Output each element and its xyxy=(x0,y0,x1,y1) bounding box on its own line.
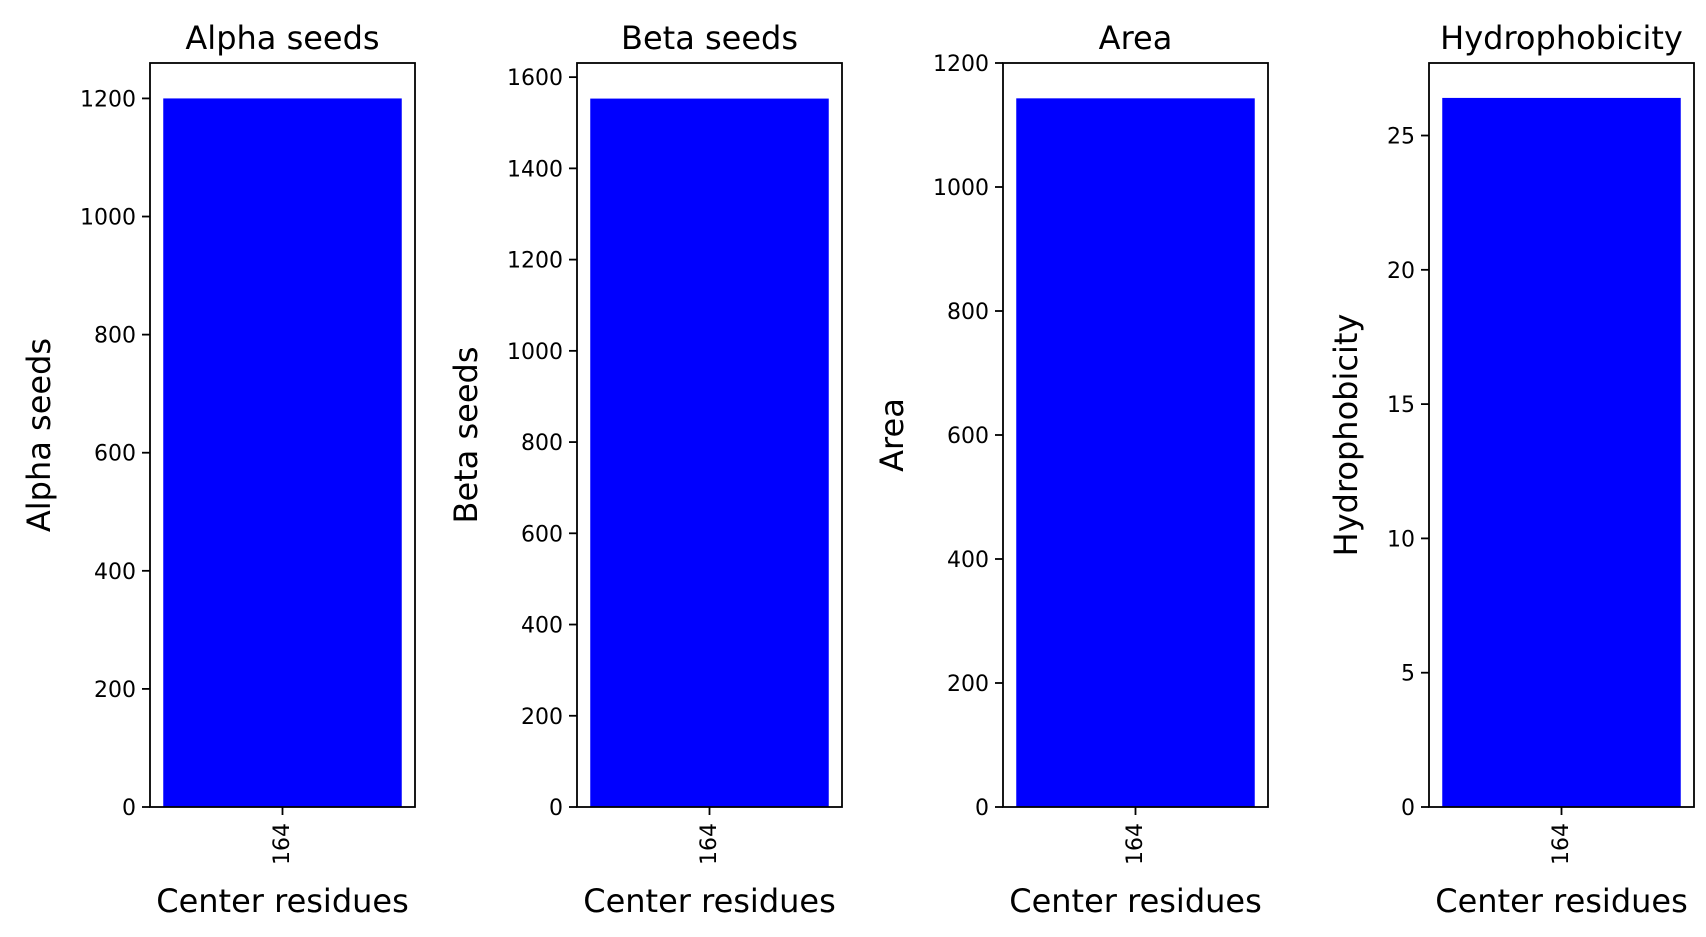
x-axis-label: Center residues xyxy=(1009,882,1262,920)
subplot-2: 0 200 400 600 800 1000 1200 1400 1600 164 Beta see… xyxy=(447,19,843,920)
y-tick-label: 1000 xyxy=(80,206,136,231)
y-tick-label: 800 xyxy=(521,431,563,456)
subplot-title: Alpha seeds xyxy=(185,19,379,57)
bar xyxy=(163,98,402,807)
y-tick-label: 200 xyxy=(947,672,989,697)
y-tick-label: 0 xyxy=(122,796,136,821)
y-tick-label: 400 xyxy=(947,548,989,573)
bar xyxy=(1016,98,1255,808)
y-tick-label: 10 xyxy=(1387,527,1415,552)
subplot-1: 0 200 400 600 800 1000 1200 164 Alpha seeds Cente… xyxy=(20,19,416,920)
y-tick-label: 1200 xyxy=(507,249,563,274)
y-tick-label: 600 xyxy=(947,424,989,449)
x-tick-label: 164 xyxy=(270,823,295,865)
y-tick-label: 1200 xyxy=(80,87,136,112)
y-tick-label: 1000 xyxy=(933,176,989,201)
subplot-title: Hydrophobicity xyxy=(1440,19,1683,57)
y-axis-label: Alpha seeds xyxy=(20,338,58,532)
subplot-4: 0 5 10 15 20 25 164 Hydrophobicity Center residu… xyxy=(1327,19,1695,920)
subplot-title: Beta seeds xyxy=(621,19,798,57)
y-tick-label: 5 xyxy=(1401,662,1415,687)
y-tick-label: 20 xyxy=(1387,259,1415,284)
y-tick-label: 1400 xyxy=(507,157,563,182)
y-axis-label: Beta seeds xyxy=(447,347,485,524)
y-tick-label: 0 xyxy=(975,796,989,821)
x-tick-label: 164 xyxy=(697,823,722,865)
y-tick-label: 1600 xyxy=(507,66,563,91)
y-tick-label: 15 xyxy=(1387,393,1415,418)
y-tick-label: 1200 xyxy=(933,52,989,77)
y-tick-label: 200 xyxy=(94,678,136,703)
y-tick-label: 25 xyxy=(1387,125,1415,150)
y-tick-label: 600 xyxy=(94,442,136,467)
y-tick-label: 400 xyxy=(521,614,563,639)
bar xyxy=(1442,97,1681,807)
y-tick-label: 0 xyxy=(1401,796,1415,821)
y-tick-label: 1000 xyxy=(507,340,563,365)
x-tick-label: 164 xyxy=(1549,823,1574,865)
y-axis-label: Hydrophobicity xyxy=(1327,314,1365,557)
bar xyxy=(590,98,829,807)
x-axis-label: Center residues xyxy=(1435,882,1688,920)
y-tick-label: 800 xyxy=(947,300,989,325)
x-tick-label: 164 xyxy=(1123,823,1148,865)
y-tick-label: 400 xyxy=(94,560,136,585)
subplot-title: Area xyxy=(1099,19,1173,57)
y-axis-label: Area xyxy=(873,398,911,472)
y-tick-label: 0 xyxy=(549,796,563,821)
x-axis-label: Center residues xyxy=(583,882,836,920)
subplot-3: 0 200 400 600 800 1000 1200 164 Area Center resid… xyxy=(873,19,1269,920)
y-tick-label: 200 xyxy=(521,705,563,730)
y-tick-label: 600 xyxy=(521,522,563,547)
x-axis-label: Center residues xyxy=(156,882,409,920)
y-tick-label: 800 xyxy=(94,324,136,349)
